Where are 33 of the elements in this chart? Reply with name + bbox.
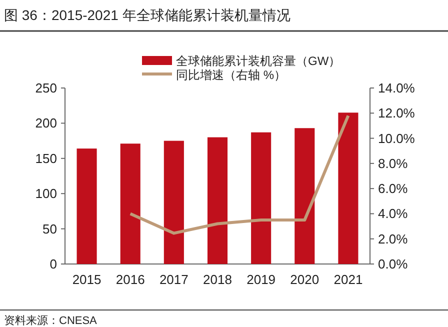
text: 资料来源：CNESA [4, 314, 98, 327]
x-tick-label: 2020 [290, 272, 320, 287]
x-tick-label: 2017 [159, 272, 188, 287]
bar [207, 137, 228, 264]
y2-tick-label: 12.0% [378, 106, 416, 121]
y-tick-label: 50 [42, 221, 57, 236]
x-tick-label: 2018 [203, 272, 232, 287]
line-series [128, 114, 350, 235]
x-tick-label: 2019 [246, 272, 276, 287]
y-tick-label: 150 [35, 150, 57, 166]
legend-label: 全球储能累计装机容量（GW） [176, 54, 341, 68]
y-tick-label: 0 [50, 256, 57, 272]
bar [251, 132, 272, 264]
bar [76, 148, 97, 264]
y-tick-label: 200 [35, 116, 57, 131]
bar [294, 128, 315, 264]
legend-label: 同比增速（右轴 %） [176, 68, 286, 82]
y-tick-label: 250 [35, 80, 57, 96]
bar [164, 140, 184, 264]
y2-tick-label: 4.0% [378, 206, 408, 222]
bar [338, 112, 358, 264]
y-tick-label: 100 [35, 186, 57, 202]
chart-title: 图 36：2015-2021 年全球储能累计装机量情况 [4, 7, 290, 23]
x-tick-label: 2021 [334, 272, 363, 287]
y2-tick-label: 0.0% [378, 256, 408, 272]
bar [120, 144, 140, 264]
y2-tick-label: 14.0% [378, 80, 416, 96]
y2-tick-label: 8.0% [378, 156, 408, 171]
y2-tick-label: 6.0% [378, 181, 408, 196]
y2-tick-label: 10.0% [378, 130, 416, 146]
x-tick-label: 2016 [116, 272, 145, 287]
x-tick-label: 2015 [72, 272, 102, 287]
y2-tick-label: 2.0% [378, 231, 408, 246]
